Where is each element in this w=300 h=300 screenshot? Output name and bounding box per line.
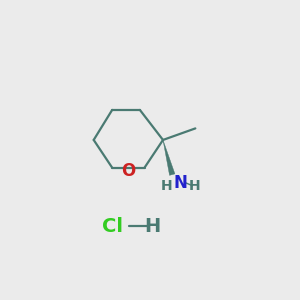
Polygon shape [163,140,175,175]
Text: O: O [121,162,136,180]
Text: H: H [160,179,172,193]
Text: H: H [145,217,161,236]
Text: H: H [188,179,200,193]
Text: Cl: Cl [102,217,123,236]
Text: N: N [173,174,187,192]
